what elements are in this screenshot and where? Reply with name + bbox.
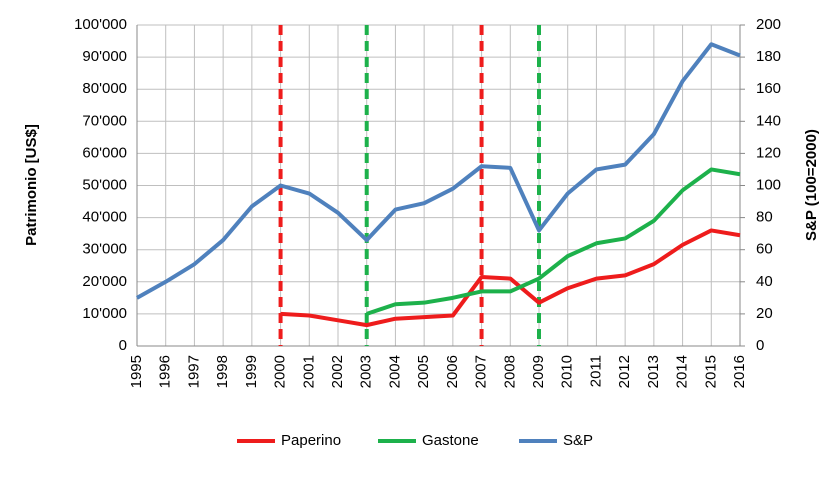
y-tick-label: 40'000 [82, 209, 127, 226]
y2-tick-label: 20 [756, 305, 773, 322]
x-tick-label: 1998 [214, 355, 231, 388]
x-tick-label: 1996 [157, 355, 174, 388]
y-tick-label: 70'000 [82, 112, 127, 129]
y2-axis-title: S&P (100=2000) [803, 129, 820, 241]
y2-tick-label: 0 [756, 337, 764, 354]
x-tick-label: 2016 [731, 355, 748, 388]
y-tick-label: 10'000 [82, 305, 127, 322]
y-tick-label: 60'000 [82, 144, 127, 161]
legend-label: S&P [563, 432, 593, 449]
y2-tick-label: 40 [756, 273, 773, 290]
y-tick-label: 30'000 [82, 241, 127, 258]
y2-tick-label: 100 [756, 176, 781, 193]
y-tick-label: 80'000 [82, 80, 127, 97]
x-tick-label: 2007 [473, 355, 490, 388]
x-tick-label: 2005 [415, 355, 432, 388]
y2-tick-label: 120 [756, 144, 781, 161]
legend-label: Paperino [281, 432, 341, 449]
x-tick-label: 1997 [185, 355, 202, 388]
x-tick-label: 2001 [300, 355, 317, 388]
y-tick-label: 100'000 [74, 16, 127, 33]
y2-tick-label: 140 [756, 112, 781, 129]
legend-label: Gastone [422, 432, 479, 449]
y-tick-label: 90'000 [82, 48, 127, 65]
x-tick-label: 2004 [386, 355, 403, 388]
y2-tick-label: 60 [756, 241, 773, 258]
y-tick-label: 0 [119, 337, 127, 354]
x-tick-label: 2012 [616, 355, 633, 388]
x-tick-label: 2010 [559, 355, 576, 388]
x-tick-label: 2014 [674, 355, 691, 388]
x-tick-label: 1995 [128, 355, 145, 388]
series-line [366, 167, 741, 316]
x-tick-label: 2013 [645, 355, 662, 388]
y-tick-label: 20'000 [82, 273, 127, 290]
x-tick-label: 1999 [243, 355, 260, 388]
x-tick-label: 2006 [444, 355, 461, 388]
x-tick-label: 2003 [358, 355, 375, 388]
series-line [280, 228, 741, 328]
x-tick-label: 2002 [329, 355, 346, 388]
x-tick-label: 2015 [702, 355, 719, 388]
x-tick-label: 2008 [501, 355, 518, 388]
x-tick-label: 2009 [530, 355, 547, 388]
y-tick-label: 50'000 [82, 176, 127, 193]
y2-tick-label: 180 [756, 48, 781, 65]
y-axis-title: Patrimonio [US$] [23, 124, 40, 246]
x-tick-label: 2011 [587, 355, 604, 387]
y2-tick-label: 200 [756, 16, 781, 33]
y2-tick-label: 80 [756, 209, 773, 226]
y2-tick-label: 160 [756, 80, 781, 97]
series-line [136, 42, 741, 300]
x-tick-label: 2000 [272, 355, 289, 388]
